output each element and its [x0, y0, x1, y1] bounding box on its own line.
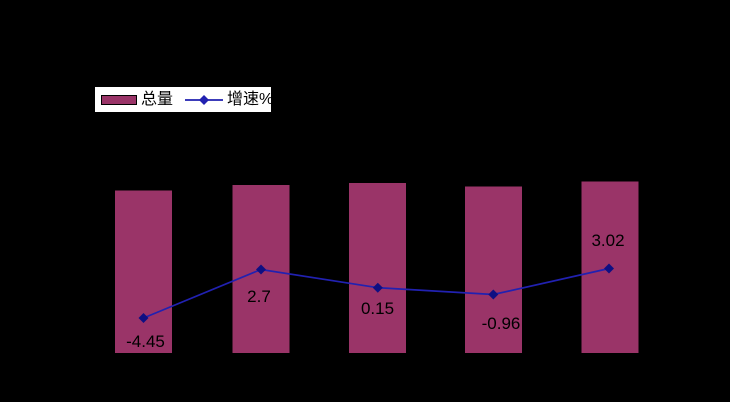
- line-marker-4: [488, 289, 499, 300]
- line-marker-1: [138, 313, 149, 323]
- legend-bar-swatch-icon: [101, 94, 137, 105]
- data-label-5: 3.02: [591, 231, 624, 250]
- legend-line-swatch-icon: [185, 94, 224, 105]
- line-marker-2: [256, 264, 266, 275]
- chart-legend: 总量 增速%: [94, 86, 274, 113]
- data-label-2: 2.7: [247, 287, 271, 306]
- data-label-1: -4.45: [126, 332, 165, 351]
- line-marker-3: [372, 282, 383, 293]
- bar-1: [115, 190, 172, 353]
- bar-3: [349, 183, 406, 353]
- bar-4: [465, 186, 522, 353]
- data-label-4: -0.96: [482, 314, 521, 333]
- legend-label-total: 总量: [141, 90, 174, 108]
- line-marker-5: [604, 263, 614, 274]
- data-label-3: 0.15: [361, 299, 394, 318]
- legend-label-growth: 增速%: [227, 90, 274, 108]
